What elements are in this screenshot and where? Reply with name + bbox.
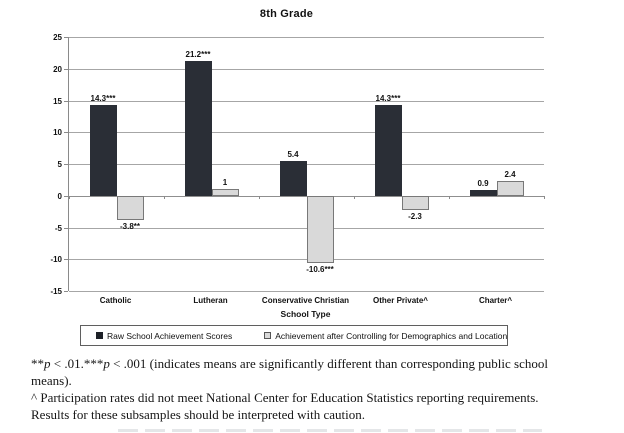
bar-value-label: 5.4 <box>287 150 299 160</box>
bar-raw-3 <box>374 104 402 196</box>
footnote-block: **p < .01.***p < .001 (indicates means a… <box>31 355 606 423</box>
x-tick-mark <box>259 196 260 199</box>
plot-area: 14.3*** 21.2*** 5.4 14.3*** 0.9 -3.8** 1 -10.6*… <box>64 37 545 292</box>
x-category-label: Conservative Christian <box>261 296 350 305</box>
bar-achievement-4 <box>496 180 524 196</box>
legend-item-label: Achievement after Controlling for Demogr… <box>275 330 508 341</box>
bar-raw-4 <box>469 190 497 196</box>
x-axis-title: School Type <box>280 309 331 319</box>
gridline-y25 <box>69 37 544 38</box>
footnote-line-3: ^ Participation rates did not meet Natio… <box>31 390 539 405</box>
x-tick-mark <box>449 196 450 199</box>
y-tick-label: -5 <box>54 224 62 233</box>
gridline-y5 <box>69 164 544 165</box>
bar-value-label: 2.4 <box>504 169 516 179</box>
y-tick-label: 25 <box>53 33 62 42</box>
y-tick-mark <box>64 37 68 38</box>
x-category-label: Other Private^ <box>373 296 428 305</box>
bar-raw-2 <box>279 161 307 196</box>
footnote-line-4: Results for these subsamples should be i… <box>31 407 365 422</box>
y-tick-label: 0 <box>57 192 62 201</box>
filled-square-icon <box>96 332 103 339</box>
gridline-y20 <box>69 69 544 70</box>
bar-value-label: 14.3*** <box>375 93 401 103</box>
bar-achievement-1 <box>211 189 239 196</box>
bar-value-label: 21.2*** <box>185 50 211 60</box>
x-tick-mark <box>164 196 165 199</box>
y-tick-mark <box>64 228 68 229</box>
y-tick-mark <box>64 132 68 133</box>
legend-item-1: Achievement after Controlling for Demogr… <box>264 331 507 341</box>
bar-value-label: 14.3*** <box>90 93 116 103</box>
y-tick-label: 15 <box>53 97 62 106</box>
gridline-y-15 <box>69 291 544 292</box>
bar-value-label: -10.6*** <box>306 265 334 275</box>
bar-value-label: 0.9 <box>477 179 489 189</box>
y-tick-mark <box>64 291 68 292</box>
x-category-label: Charter^ <box>478 296 513 305</box>
footnote-line-2: means). <box>31 373 72 388</box>
bar-value-label: 1 <box>222 178 228 188</box>
cropped-text-line <box>118 429 542 432</box>
footnote-line-1: **p < .01.***p < .001 (indicates means a… <box>31 356 548 371</box>
y-tick-mark <box>64 164 68 165</box>
y-tick-label: -10 <box>50 255 62 264</box>
y-tick-mark <box>64 69 68 70</box>
bar-raw-1 <box>184 61 212 196</box>
y-tick-label: -15 <box>50 287 62 296</box>
legend-item-0: Raw School Achievement Scores <box>96 331 232 341</box>
x-category-label: Lutheran <box>193 296 228 305</box>
chart-title: 8th Grade <box>259 8 314 20</box>
gridline-y15 <box>69 101 544 102</box>
x-tick-mark <box>69 196 70 199</box>
bar-achievement-0 <box>116 195 144 220</box>
legend-box: Raw School Achievement Scores Achievement… <box>80 325 508 346</box>
bar-achievement-2 <box>306 195 334 264</box>
legend-item-label: Raw School Achievement Scores <box>107 330 233 341</box>
x-category-label: Catholic <box>99 296 132 305</box>
x-tick-mark <box>354 196 355 199</box>
y-tick-label: 20 <box>53 65 62 74</box>
light-square-icon <box>264 332 272 339</box>
y-tick-mark <box>64 101 68 102</box>
y-tick-mark <box>64 259 68 260</box>
bar-value-label: -3.8** <box>119 221 140 231</box>
bar-achievement-3 <box>401 195 429 211</box>
gridline-y10 <box>69 132 544 133</box>
x-tick-mark <box>544 196 545 199</box>
y-tick-label: 5 <box>57 160 62 169</box>
bar-value-label: -2.3 <box>408 212 422 222</box>
bar-raw-0 <box>89 104 117 196</box>
y-tick-label: 10 <box>53 128 62 137</box>
y-tick-mark <box>64 196 68 197</box>
